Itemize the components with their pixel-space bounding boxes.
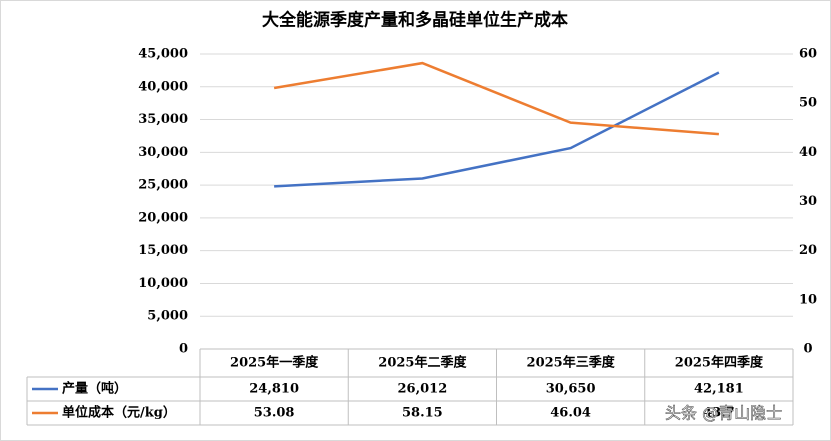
y2-tick-label: 20	[799, 243, 817, 258]
y2-tick-label: 60	[799, 47, 817, 62]
table-cell: 53.08	[254, 406, 295, 421]
y2-tick-label: 30	[799, 194, 817, 209]
y-tick-label: 35,000	[138, 112, 188, 127]
y-tick-label: 20,000	[138, 210, 188, 225]
series-line	[273, 61, 719, 136]
y-tick-label: 40,000	[138, 79, 188, 94]
y-tick-label: 5,000	[147, 309, 188, 324]
y2-tick-label: 40	[799, 145, 817, 160]
y-tick-label: 15,000	[138, 243, 188, 258]
y-tick-label: 10,000	[138, 276, 188, 291]
table-cell: 58.15	[402, 406, 443, 421]
table-cell: 26,012	[397, 382, 447, 397]
legend-label: 单位成本（元/kg）	[62, 405, 176, 421]
x-tick-label: 2025年二季度	[378, 355, 467, 371]
y-tick-label: 25,000	[138, 178, 188, 193]
y2-tick-label: 0	[803, 342, 812, 357]
y-tick-label: 0	[179, 342, 188, 357]
table-cell: 46.04	[550, 406, 591, 421]
legend-label: 产量（吨）	[62, 381, 127, 397]
table-cell: 43.7	[703, 406, 735, 421]
table-cell: 24,810	[249, 382, 299, 397]
y-tick-label: 45,000	[138, 47, 188, 62]
x-tick-label: 2025年三季度	[527, 355, 616, 371]
y-tick-label: 30,000	[138, 145, 188, 160]
y2-tick-label: 50	[799, 96, 817, 111]
chart-title: 大全能源季度产量和多晶硅单位生产成本	[262, 10, 568, 31]
x-tick-label: 2025年一季度	[230, 355, 319, 371]
table-cell: 30,650	[546, 382, 596, 397]
table-cell: 42,181	[694, 382, 744, 397]
watermark: 头条 @青山隐士	[665, 404, 782, 423]
x-tick-label: 2025年四季度	[675, 355, 764, 371]
y2-tick-label: 10	[799, 292, 817, 307]
series-line	[274, 71, 720, 188]
